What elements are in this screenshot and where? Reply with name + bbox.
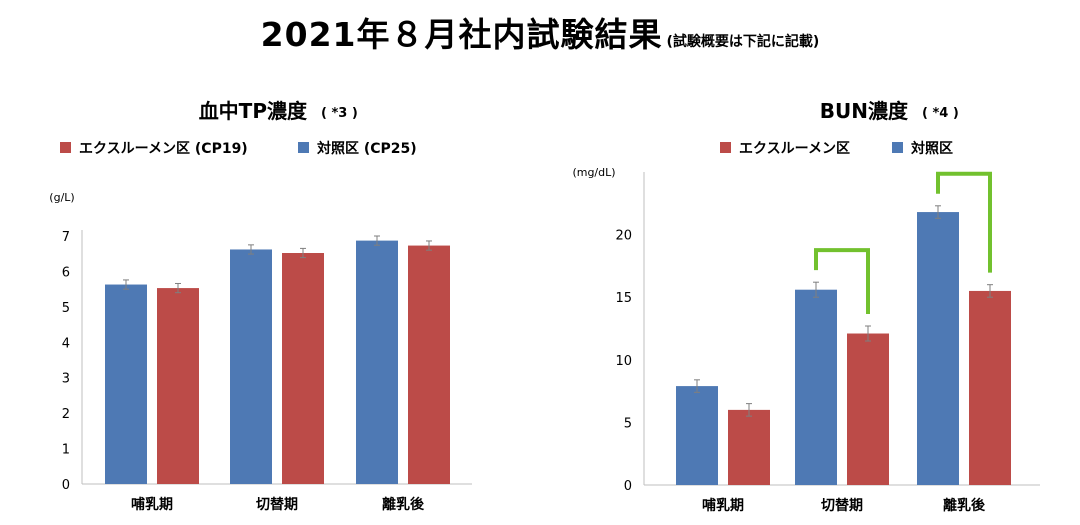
- legend-swatch: [892, 142, 903, 153]
- chart-title-note: ( *3 ): [321, 106, 358, 121]
- y-axis-unit: (mg/dL): [572, 166, 615, 179]
- bar-control: [795, 289, 837, 485]
- y-tick-label: 6: [62, 265, 70, 280]
- y-tick-label: 1: [62, 443, 70, 458]
- legend-swatch: [60, 142, 71, 153]
- legend-label: エクスルーメン区: [739, 141, 850, 157]
- chart-title: BUN濃度: [820, 99, 909, 123]
- legend-label: 対照区 (CP25): [316, 140, 417, 157]
- bar-control: [105, 284, 147, 484]
- chart-title: 血中TP濃度: [199, 99, 308, 123]
- bar-control: [230, 249, 272, 484]
- bar-treatment: [157, 288, 199, 484]
- bar-control: [676, 386, 718, 485]
- bar-treatment: [408, 245, 450, 484]
- bar-treatment: [969, 290, 1011, 485]
- comparison-bracket: [936, 171, 992, 273]
- y-tick-label: 2: [62, 407, 70, 422]
- legend-label: エクスルーメン区 (CP19): [79, 141, 248, 157]
- page-title-note: (試験概要は下記に記載): [666, 34, 820, 50]
- bar-control: [917, 212, 959, 485]
- bar-treatment: [728, 409, 770, 485]
- x-category-label: 哺乳期: [131, 496, 173, 513]
- y-axis-unit: (g/L): [49, 191, 74, 204]
- y-tick-label: 10: [615, 354, 632, 369]
- legend-swatch: [720, 142, 731, 153]
- chart-bun: BUN濃度 ( *4 ) エクスルーメン区 対照区 (mg/dL) 0 5 10 15 20 哺乳期…: [572, 99, 1040, 514]
- y-tick-label: 15: [615, 291, 632, 306]
- bar-control: [356, 240, 398, 484]
- page-title-main: 2021年８月社内試験結果: [260, 15, 663, 54]
- bar-treatment: [282, 253, 324, 484]
- y-tick-label: 20: [615, 229, 632, 244]
- x-category-label: 離乳後: [943, 497, 986, 514]
- x-category-label: 哺乳期: [702, 497, 744, 514]
- bar-treatment: [847, 333, 889, 485]
- x-category-label: 切替期: [821, 497, 863, 514]
- y-tick-label: 5: [624, 416, 632, 431]
- chart-blood-tp: 血中TP濃度 ( *3 ) エクスルーメン区 (CP19) 対照区 (CP25) (g/…: [49, 99, 472, 513]
- y-tick-label: 5: [62, 301, 70, 316]
- legend-label: 対照区: [910, 140, 953, 157]
- y-tick-label: 0: [62, 478, 70, 493]
- comparison-bracket: [814, 248, 870, 314]
- legend-swatch: [298, 142, 309, 153]
- y-tick-label: 4: [62, 336, 70, 351]
- chart-title-note: ( *4 ): [922, 106, 959, 121]
- x-category-label: 離乳後: [382, 496, 425, 513]
- y-tick-label: 0: [624, 479, 632, 494]
- page-title: 2021年８月社内試験結果 (試験概要は下記に記載): [0, 8, 1080, 56]
- y-tick-label: 3: [62, 372, 70, 387]
- x-category-label: 切替期: [256, 496, 298, 513]
- y-tick-label: 7: [62, 230, 70, 245]
